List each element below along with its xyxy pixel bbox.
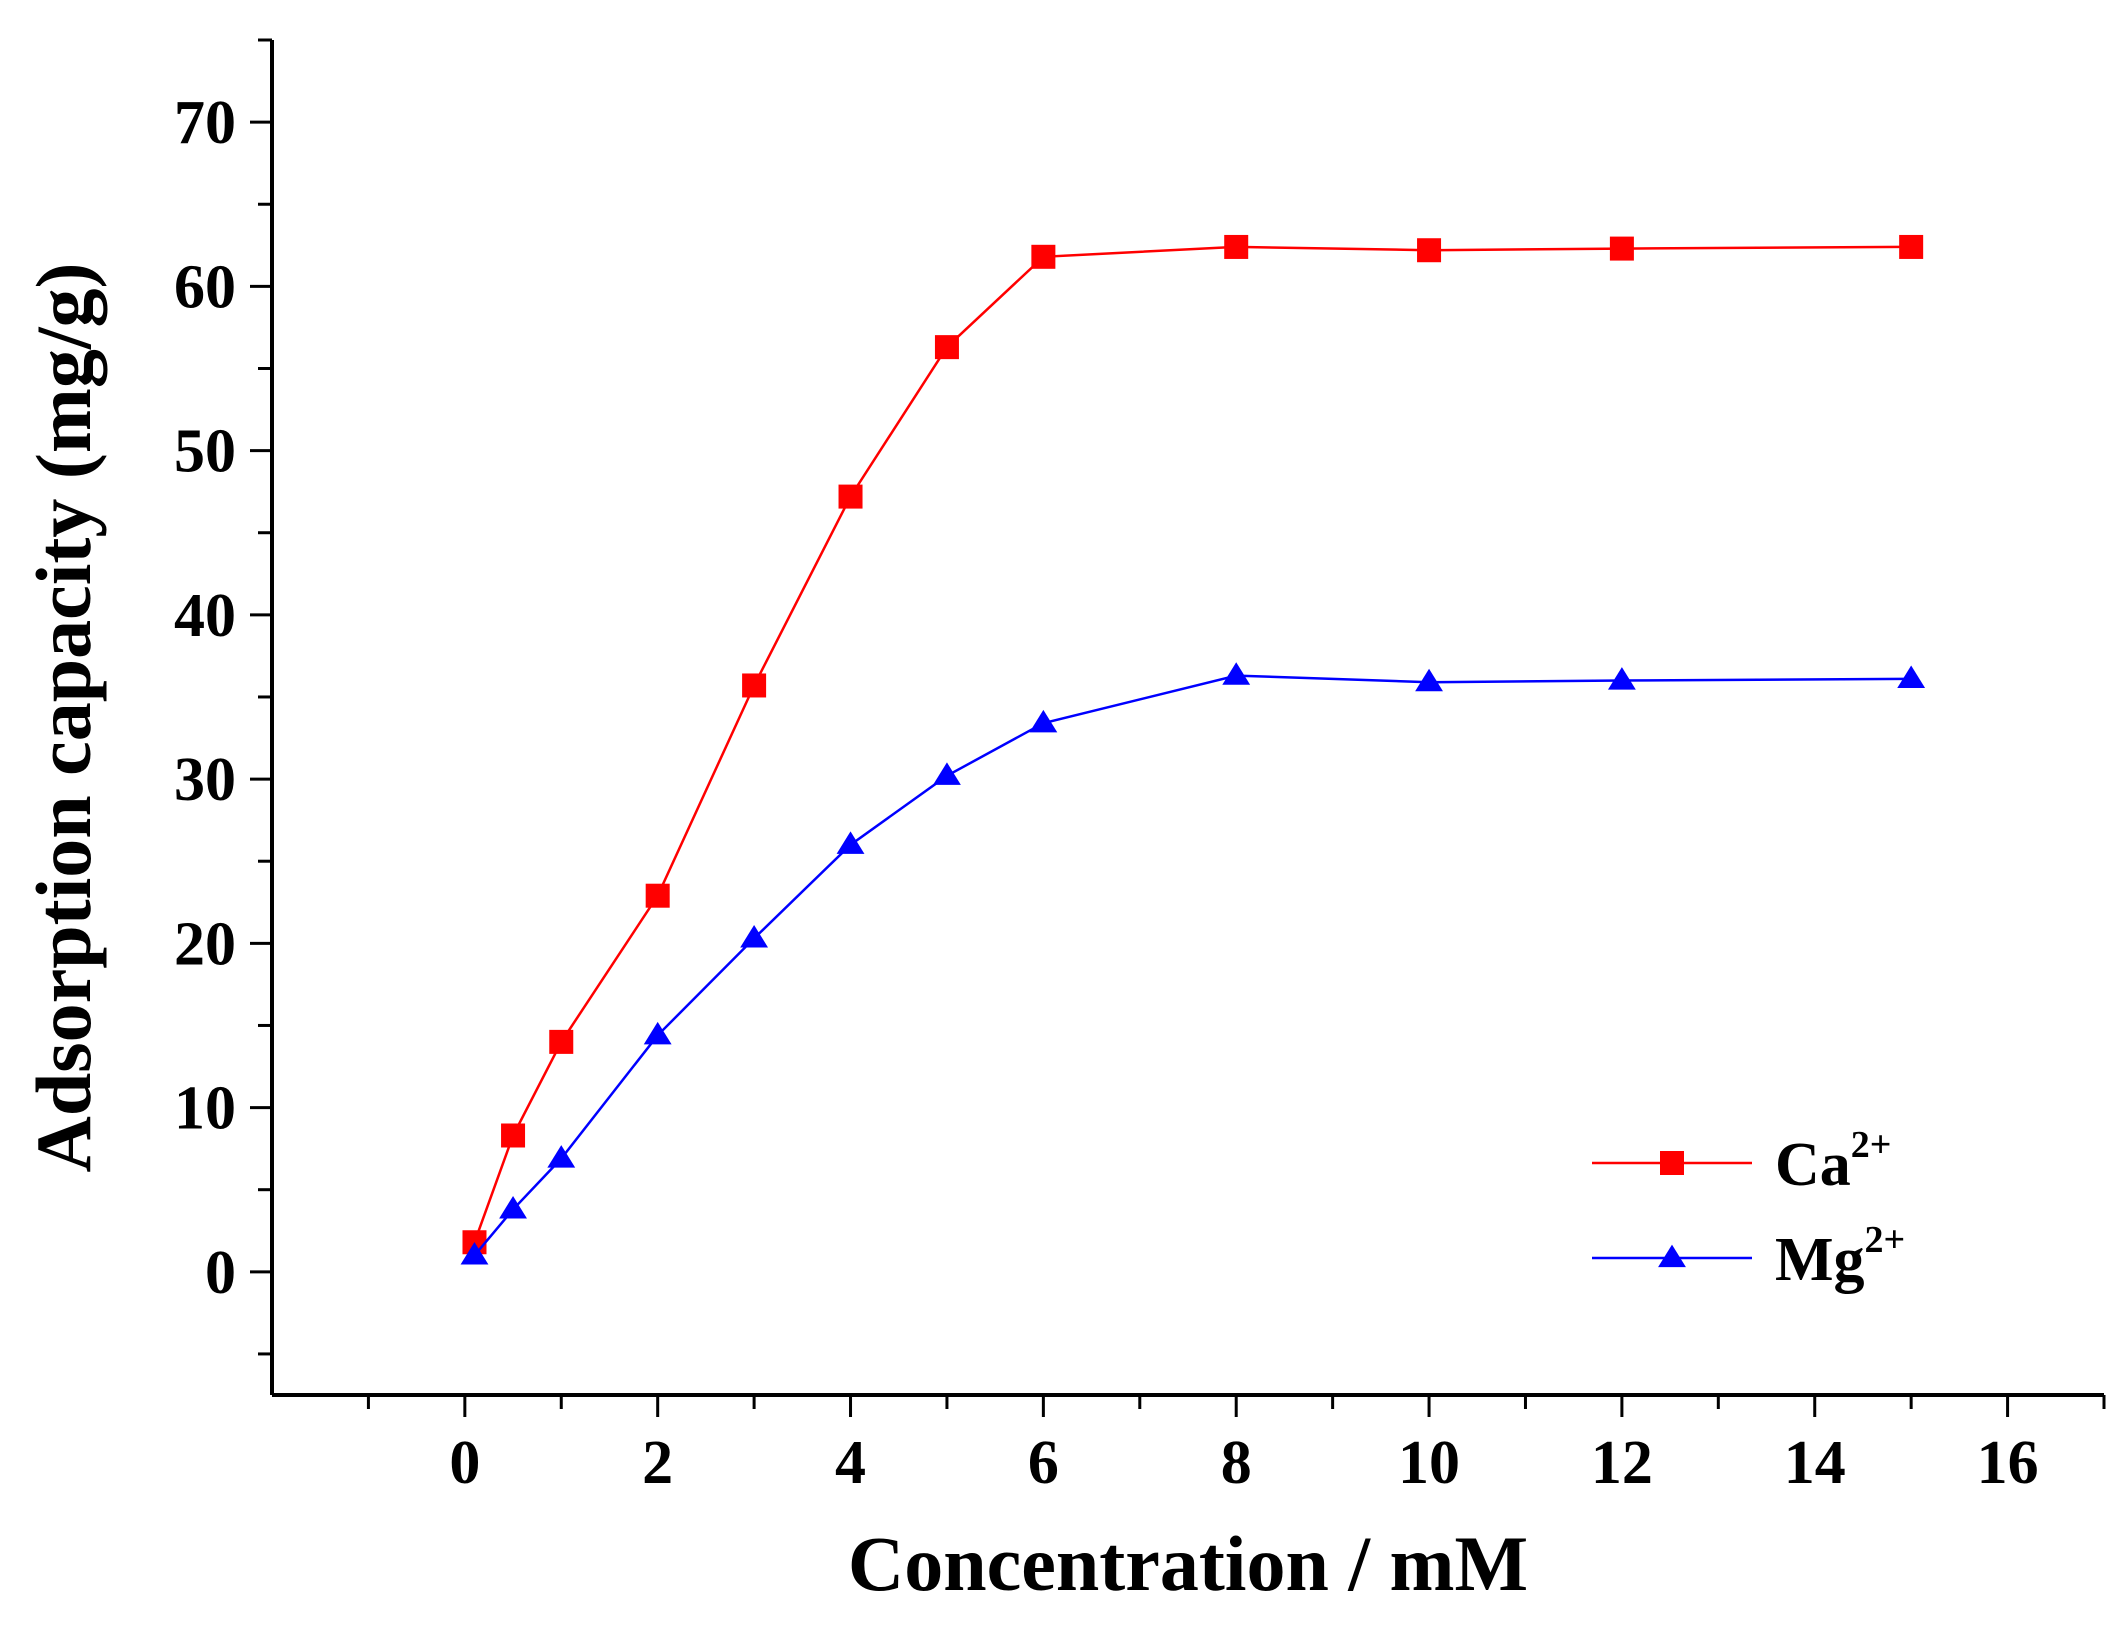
legend-charge-superscript: 2+ xyxy=(1865,1219,1906,1261)
x-tick-label: 0 xyxy=(449,1429,480,1497)
legend-label-mg: Mg2+ xyxy=(1775,1219,1905,1294)
data-point-ca xyxy=(1417,238,1442,263)
data-point-ca xyxy=(1031,244,1056,269)
data-point-mg xyxy=(1607,667,1636,690)
series-ca xyxy=(462,234,1924,1255)
legend-item-mg: Mg2+ xyxy=(1592,1219,1905,1294)
y-tick-label: 0 xyxy=(205,1239,236,1307)
data-point-mg xyxy=(547,1145,576,1168)
data-point-ca xyxy=(838,484,863,509)
legend-series-name: Ca xyxy=(1775,1131,1851,1199)
legend-series-name: Mg xyxy=(1775,1226,1865,1294)
axes: 0 2 4 6 8 10 12 14 16 0 10 20 30 40 50 60 70 xyxy=(174,38,2106,1497)
data-point-mg xyxy=(1222,662,1251,685)
series-mg xyxy=(460,662,1926,1265)
x-tick-label: 6 xyxy=(1028,1429,1059,1497)
x-tick-label: 10 xyxy=(1398,1429,1460,1497)
data-point-mg xyxy=(1415,668,1443,692)
data-point-ca xyxy=(1609,236,1634,261)
y-axis-title: Adsorption capacity (mg/g) xyxy=(20,263,107,1173)
series-line-ca xyxy=(473,245,1912,1243)
legend-label-ca: Ca2+ xyxy=(1775,1124,1891,1199)
y-tick-label: 20 xyxy=(174,910,236,978)
legend-marker-mg xyxy=(1658,1244,1686,1268)
data-point-ca xyxy=(1899,234,1924,259)
y-tick-label: 30 xyxy=(174,746,236,814)
x-axis-title: Concentration / mM xyxy=(848,1520,1528,1607)
y-tick-label: 40 xyxy=(174,582,236,650)
data-point-mg xyxy=(740,925,769,948)
data-point-mg xyxy=(460,1242,489,1265)
x-tick-label: 12 xyxy=(1591,1429,1653,1497)
data-point-ca xyxy=(934,335,959,360)
data-point-mg xyxy=(1029,709,1058,733)
data-point-ca xyxy=(1224,234,1249,259)
legend: Ca2+Mg2+ xyxy=(1592,1124,1905,1294)
legend-charge-superscript: 2+ xyxy=(1851,1124,1892,1166)
data-point-mg xyxy=(643,1021,672,1045)
series-line-mg xyxy=(473,674,1912,1257)
x-tick-label: 14 xyxy=(1784,1429,1846,1497)
data-point-mg xyxy=(836,831,865,854)
series-layer xyxy=(460,234,1926,1265)
data-point-ca xyxy=(742,673,767,698)
x-tick-label: 2 xyxy=(642,1429,673,1497)
x-tick-label: 16 xyxy=(1977,1429,2039,1497)
data-point-ca xyxy=(501,1123,526,1148)
x-tick-label: 4 xyxy=(835,1429,866,1497)
y-tick-label: 60 xyxy=(174,253,236,321)
y-tick-label: 70 xyxy=(174,89,236,157)
data-point-mg xyxy=(1897,665,1926,688)
data-point-mg xyxy=(933,762,961,785)
y-tick-label: 50 xyxy=(174,418,236,486)
data-point-mg xyxy=(499,1196,527,1219)
legend-item-ca: Ca2+ xyxy=(1592,1124,1891,1199)
legend-marker-ca xyxy=(1660,1151,1684,1175)
y-tick-label: 10 xyxy=(174,1075,236,1143)
data-point-ca xyxy=(645,883,670,908)
data-point-ca xyxy=(549,1029,574,1054)
x-tick-label: 8 xyxy=(1221,1429,1252,1497)
